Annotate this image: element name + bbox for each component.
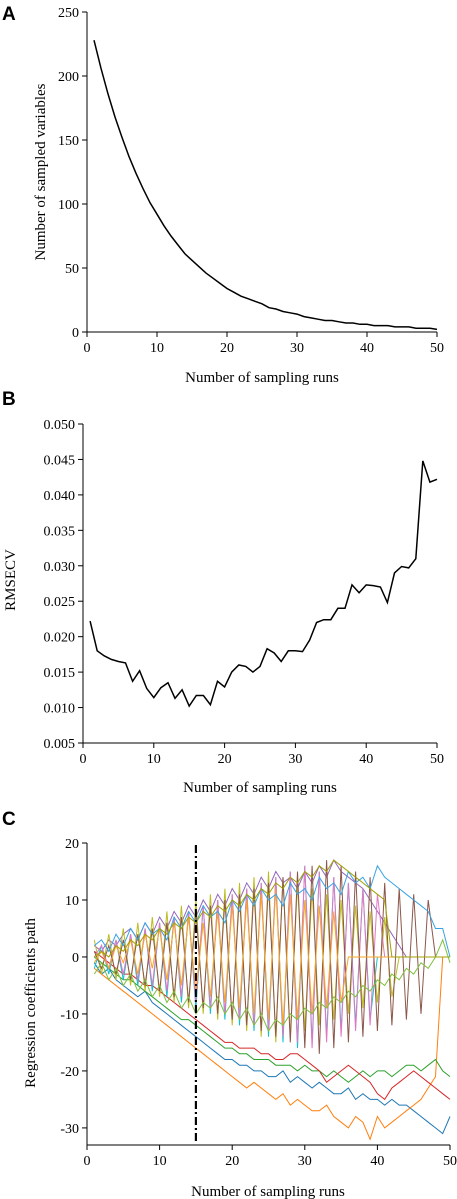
sampled-variables-line — [93, 40, 438, 331]
panel-b-ylabel: RMSECV — [3, 549, 19, 611]
panel-letter-a: A — [2, 4, 16, 25]
coefficient-path — [93, 864, 451, 958]
x-tick-label: 20 — [218, 752, 232, 767]
y-tick-label: 0.020 — [44, 631, 76, 646]
x-tick-label: 0 — [84, 1154, 91, 1169]
x-tick-label: 30 — [298, 1154, 312, 1169]
x-tick-label: 50 — [443, 1154, 457, 1169]
y-tick-label: 10 — [65, 894, 79, 909]
rmsecv-line — [89, 460, 438, 708]
y-tick-label: 150 — [58, 134, 79, 149]
x-tick-label: 40 — [359, 752, 373, 767]
panel-letter-b: B — [2, 389, 16, 410]
coefficient-path — [93, 938, 451, 1033]
y-tick-label: 20 — [65, 837, 79, 852]
panel-b-xlabel: Number of sampling runs — [183, 780, 337, 796]
y-tick-label: 0 — [72, 326, 79, 341]
panel-c: C Regression coefficients path Number of… — [2, 809, 457, 1199]
y-tick-label: 0.025 — [44, 595, 76, 610]
y-tick-label: 0.045 — [44, 453, 76, 468]
coefficient-path — [93, 956, 451, 1083]
panel-a-xlabel: Number of sampling runs — [185, 370, 339, 386]
x-tick-label: 10 — [150, 341, 164, 356]
y-tick-label: -20 — [60, 1065, 79, 1080]
y-tick-label: 0.040 — [44, 489, 76, 504]
panel-a-ylabel: Number of sampled variables — [33, 83, 49, 260]
x-tick-label: 30 — [290, 341, 304, 356]
y-tick-label: 0 — [72, 951, 79, 966]
x-tick-label: 20 — [220, 341, 234, 356]
panel-c-xlabel: Number of sampling runs — [191, 1184, 345, 1199]
panel-b-plot: 0 10 20 30 40 50 0.005 0.010 0.015 0.020 0.025 0.03… — [44, 418, 445, 767]
coefficient-path — [93, 859, 450, 958]
x-tick-label: 40 — [370, 1154, 384, 1169]
coefficient-path — [93, 956, 450, 1141]
x-tick-label: 50 — [430, 752, 444, 767]
panel-a: A Number of sampled variables Number of … — [2, 4, 444, 386]
y-tick-label: 250 — [58, 6, 79, 21]
panel-c-ylabel: Regression coefficients path — [23, 918, 39, 1088]
x-tick-label: 20 — [225, 1154, 239, 1169]
x-tick-label: 10 — [153, 1154, 167, 1169]
panel-letter-c: C — [2, 809, 16, 830]
y-tick-label: -10 — [60, 1008, 79, 1023]
x-tick-label: 10 — [147, 752, 161, 767]
coefficient-path — [93, 962, 451, 1135]
y-tick-label: 0.015 — [44, 666, 76, 681]
x-tick-label: 0 — [80, 752, 87, 767]
panel-c-plot: 0 10 20 30 40 50 20 10 0 -10 -20 -30 — [60, 837, 457, 1169]
y-tick-label: 0.005 — [44, 737, 76, 752]
y-tick-label: 0.050 — [44, 418, 76, 433]
x-tick-label: 50 — [430, 341, 444, 356]
x-tick-label: 40 — [360, 341, 374, 356]
y-tick-label: 50 — [65, 262, 79, 277]
panel-a-plot: 0 10 20 30 40 50 0 50 100 150 200 250 — [58, 6, 444, 356]
y-tick-label: 0.010 — [44, 702, 76, 717]
y-tick-label: 0.030 — [44, 560, 76, 575]
y-tick-label: 100 — [58, 198, 79, 213]
coefficient-path — [93, 888, 450, 1026]
y-tick-label: 200 — [58, 70, 79, 85]
y-tick-label: -30 — [60, 1122, 79, 1137]
panel-b: B RMSECV Number of sampling runs 0 10 20 30… — [2, 389, 444, 796]
x-tick-label: 30 — [288, 752, 302, 767]
x-tick-label: 0 — [84, 341, 91, 356]
coefficient-path — [93, 950, 451, 1101]
y-tick-label: 0.035 — [44, 524, 76, 539]
